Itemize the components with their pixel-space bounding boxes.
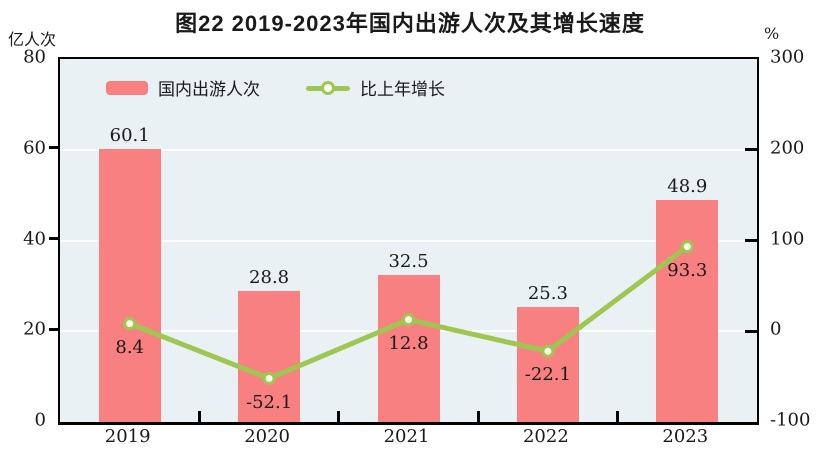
line-value-label: -52.1 [246,391,293,413]
bar-value-label: 60.1 [109,125,150,147]
line-series-swatch [306,80,350,95]
line-value-label: 8.4 [115,336,145,358]
bar-series-legend-label: 国内出游人次 [158,80,260,100]
bar-series-swatch [106,80,148,95]
chart-title: 图22 2019-2023年国内出游人次及其增长速度 [175,11,645,36]
x-axis-category-label: 2022 [522,426,569,447]
right-axis-tick [745,239,757,242]
line-value-label: -22.1 [524,364,571,386]
bar-value-label: 25.3 [527,283,568,305]
left-axis-tick-label: 0 [34,409,46,431]
bar-value-label: 48.9 [667,176,708,198]
x-axis-category-label: 2023 [662,426,709,447]
right-axis-tick-label: 200 [770,137,805,159]
left-axis-tick-label: 60 [23,137,46,159]
right-axis-tick [745,329,757,333]
left-axis-tick-label: 80 [23,46,46,68]
right-axis-tick-label: 0 [770,318,782,340]
right-axis-unit-label: % [764,24,780,43]
bar-value-label: 28.8 [249,267,290,289]
chart-legend: 国内出游人次 比上年增长 [106,75,445,100]
x-axis-category-label: 2019 [104,426,151,447]
plot-area: 60.1 28.8 32.5 25.3 48.9 8.4 -52.1 12.8 -22.1 93.… [58,57,759,425]
bar-2019 [98,149,161,422]
x-axis-category-label: 2020 [244,426,290,447]
left-axis-unit-label: 亿人次 [8,32,57,49]
x-axis-tick [197,411,201,422]
x-axis-tick [476,411,480,422]
line-series-legend-label: 比上年增长 [360,80,445,100]
gridline [60,239,757,242]
bar-2023 [656,200,719,422]
left-axis-tick-label: 20 [23,318,46,340]
line-value-label: 93.3 [667,259,708,281]
right-axis-tick-label: -100 [770,409,811,431]
gridline [60,148,757,151]
left-axis-tick [49,237,58,240]
plot-canvas: 60.1 28.8 32.5 25.3 48.9 8.4 -52.1 12.8 -22.1 93.… [60,59,757,422]
right-axis-tick-label: 100 [770,228,805,249]
line-marker-icon [321,80,335,95]
bar-value-label: 32.5 [388,250,429,272]
left-axis-tick [49,146,58,150]
right-axis-tick [745,148,757,152]
right-axis-tick-label: 300 [770,46,805,68]
x-axis-tick [616,411,620,422]
x-axis-category-label: 2021 [383,426,430,447]
left-axis-tick-label: 40 [23,228,46,249]
x-axis-tick [337,411,341,422]
left-axis-tick [49,327,58,331]
line-value-label: 12.8 [388,332,429,354]
